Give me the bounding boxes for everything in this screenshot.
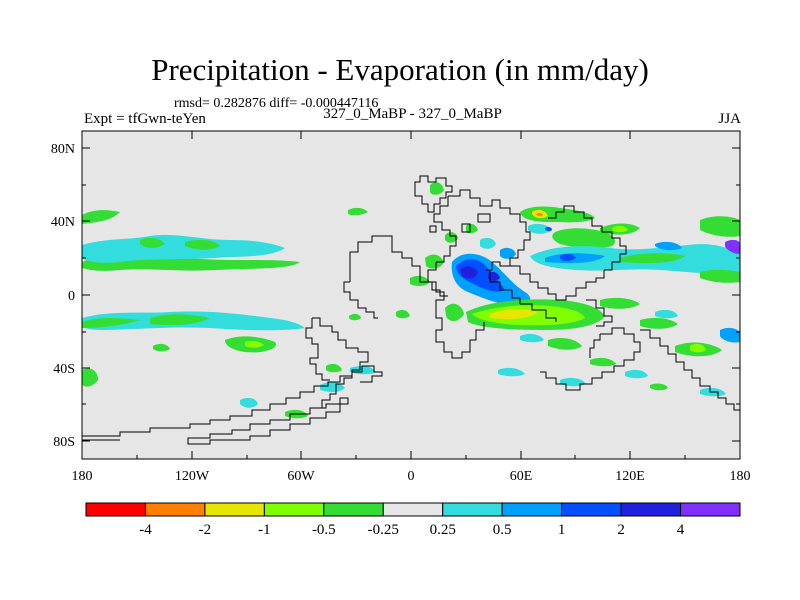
lat-label-40s: 40S (53, 362, 75, 377)
colorbar-swatch (680, 502, 741, 517)
plot-title: Precipitation - Evaporation (in mm/day) (151, 52, 649, 87)
colorbar-swatch (561, 502, 622, 517)
colorbar-swatch (382, 502, 444, 517)
colorbar-swatch (620, 502, 682, 517)
colorbar-label: -2 (199, 522, 212, 538)
colorbar-label: -4 (139, 522, 152, 538)
case-label: 327_0_MaBP - 327_0_MaBP (323, 106, 502, 122)
lon-label-60w: 60W (287, 469, 315, 484)
lat-ticks (82, 147, 740, 442)
contour-fills (82, 182, 740, 419)
colorbar-label: 0.5 (493, 522, 512, 538)
lon-label-60e: 60E (510, 469, 533, 484)
colorbar-label: -1 (258, 522, 271, 538)
lat-label-80n: 80N (51, 142, 75, 157)
lat-label-0: 0 (68, 289, 75, 304)
lon-label-180e: 180 (730, 469, 751, 484)
colorbar-label: 0.25 (430, 522, 456, 538)
colorbar-label: -0.5 (312, 522, 336, 538)
lon-ticks (81, 131, 686, 459)
lat-label-40n: 40N (51, 215, 75, 230)
colorbar-swatch (323, 502, 384, 517)
colorbar-swatch (442, 502, 503, 517)
stats-label: rmsd= 0.282876 diff= -0.000447116 (174, 96, 379, 111)
lon-label-0: 0 (408, 469, 415, 484)
colorbar-label: 2 (617, 522, 625, 538)
colorbar-label: 1 (558, 522, 566, 538)
lon-label-180w: 180 (72, 469, 93, 484)
experiment-label: Expt = tfGwn-teYen (84, 111, 206, 127)
coastlines (82, 175, 740, 445)
colorbar-labels: -4 -2 -1 -0.5 -0.25 0.25 0.5 1 2 4 (139, 522, 685, 538)
season-label: JJA (718, 111, 741, 127)
colorbar-swatch (85, 502, 146, 517)
lon-label-120e: 120E (615, 469, 645, 484)
lat-label-80s: 80S (53, 435, 75, 450)
colorbar-swatch (501, 502, 563, 517)
colorbar-label: -0.25 (368, 522, 399, 538)
map-background (82, 131, 740, 459)
lon-label-120w: 120W (175, 469, 210, 484)
colorbar-swatch (263, 502, 325, 517)
colorbar (85, 502, 741, 517)
colorbar-label: 4 (677, 522, 685, 538)
colorbar-swatch (204, 502, 265, 517)
colorbar-swatch (144, 502, 206, 517)
